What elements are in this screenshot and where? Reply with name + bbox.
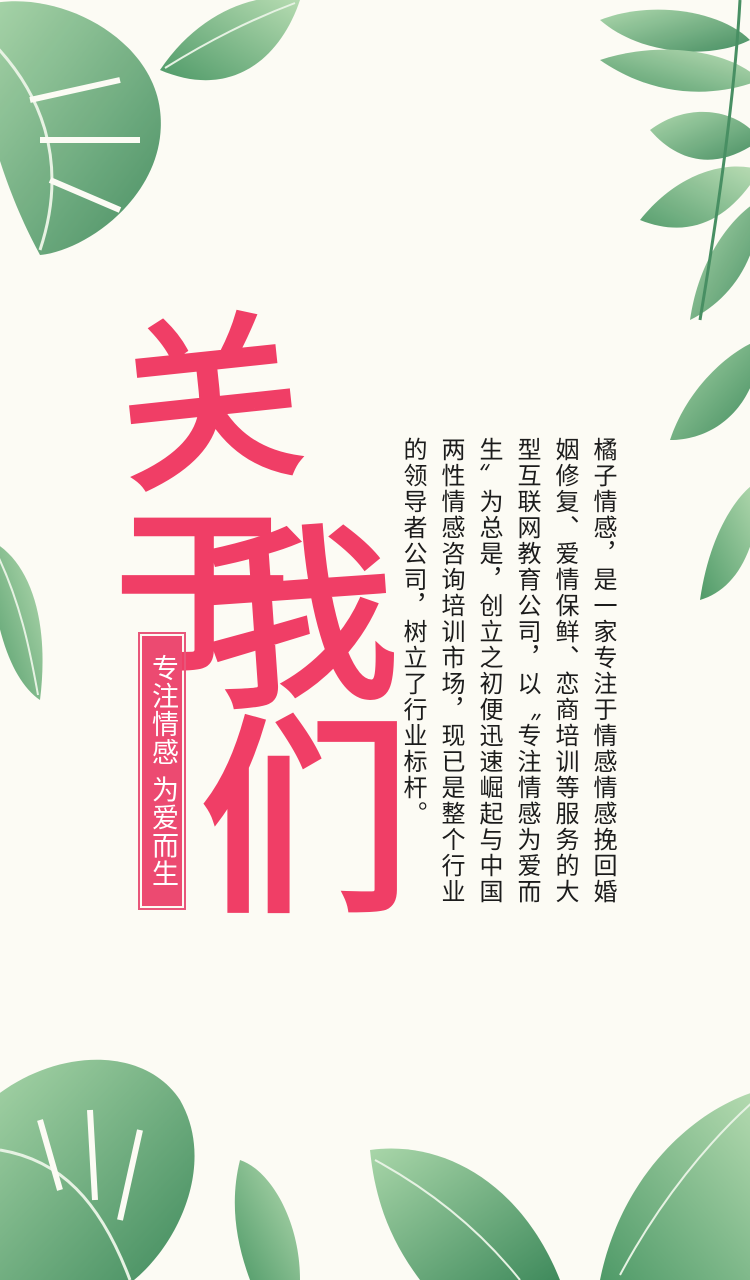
- monstera-leaf-icon: [0, 1059, 195, 1280]
- leaf-icon: [160, 0, 300, 81]
- leaf-icon: [234, 1148, 560, 1280]
- leaf-icon: [670, 343, 750, 600]
- slogan-badge: 专注情感 为爱而生: [138, 632, 186, 910]
- leaf-icon: [0, 546, 43, 700]
- title-char-1: 关: [109, 290, 311, 519]
- slogan-text: 专注情感 为爱而生: [142, 636, 182, 906]
- monstera-leaf-icon: [0, 1, 161, 255]
- palm-leaf-icon: [600, 0, 750, 321]
- title-char-4: 们: [200, 696, 411, 943]
- leaf-icon: [600, 1093, 750, 1280]
- intro-paragraph: 橘子情感，是一家专注于情感情感挽回婚姻修复、爱情保鲜、恋商培训等服务的大型互联网…: [399, 437, 617, 905]
